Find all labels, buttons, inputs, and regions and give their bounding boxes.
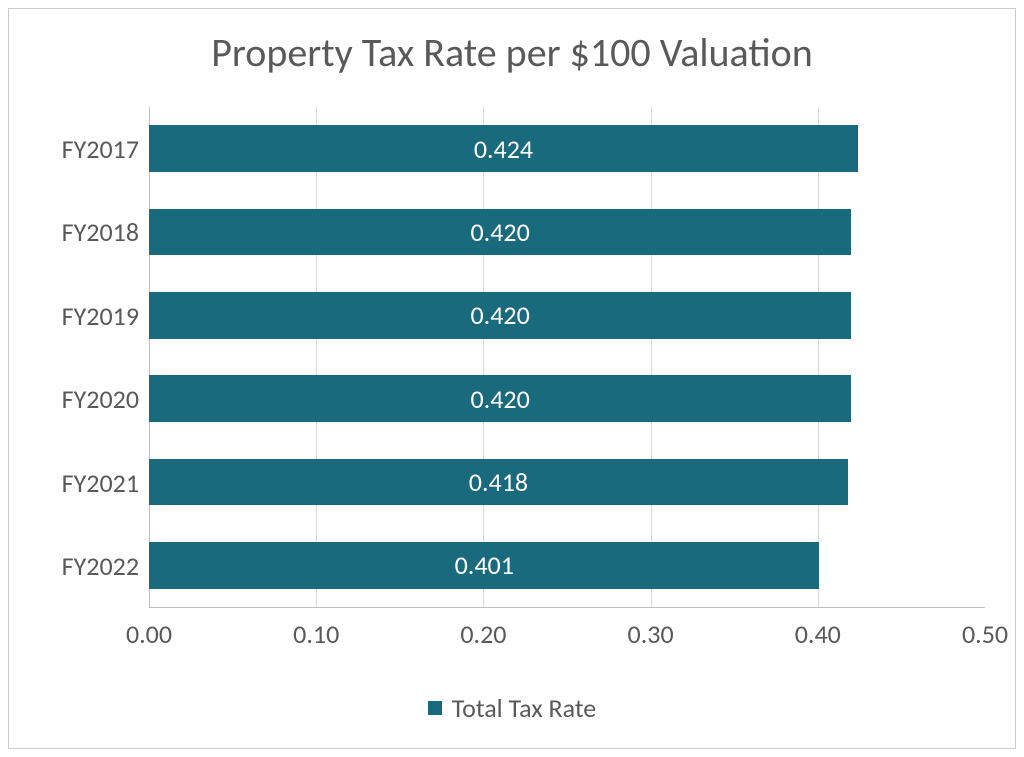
bar-value-label: 0.418 [469, 466, 528, 498]
y-axis-label: FY2022 [39, 525, 139, 608]
chart-title: Property Tax Rate per $100 Valuation [39, 29, 985, 77]
plot-area: FY2017 FY2018 FY2019 FY2020 FY2021 FY202… [39, 107, 985, 608]
x-axis-tick: 0.40 [818, 618, 985, 658]
bars: 0.424 0.420 0.420 [149, 107, 985, 607]
bar: 0.401 [149, 542, 819, 589]
x-axis-tick: 0.20 [483, 618, 650, 658]
plot-wrapper: FY2017 FY2018 FY2019 FY2020 FY2021 FY202… [39, 107, 985, 728]
x-axis-tick: 0.00 [149, 618, 316, 658]
y-axis-label: FY2020 [39, 358, 139, 441]
bar-row: 0.420 [149, 190, 985, 273]
bar: 0.420 [149, 209, 851, 256]
bar-row: 0.401 [149, 524, 985, 607]
bar: 0.418 [149, 459, 848, 506]
bar-row: 0.420 [149, 274, 985, 357]
y-axis-label: FY2018 [39, 191, 139, 274]
bar: 0.424 [149, 125, 858, 172]
x-axis-tick: 0.30 [651, 618, 818, 658]
y-axis-label: FY2017 [39, 107, 139, 190]
y-axis-label: FY2021 [39, 441, 139, 524]
legend-label: Total Tax Rate [452, 692, 596, 724]
y-axis-label: FY2019 [39, 274, 139, 357]
legend-marker [428, 701, 442, 715]
x-axis: 0.00 0.10 0.20 0.30 0.40 0.50 [149, 618, 985, 658]
y-axis: FY2017 FY2018 FY2019 FY2020 FY2021 FY202… [39, 107, 149, 608]
bar-row: 0.420 [149, 357, 985, 440]
x-axis-tick: 0.10 [316, 618, 483, 658]
bar-value-label: 0.420 [470, 383, 529, 415]
bar: 0.420 [149, 292, 851, 339]
chart-legend: Total Tax Rate [39, 688, 985, 728]
bar-value-label: 0.420 [470, 216, 529, 248]
bar-value-label: 0.424 [474, 133, 533, 165]
bar-row: 0.418 [149, 440, 985, 523]
bars-area: 0.424 0.420 0.420 [149, 107, 985, 608]
bar-value-label: 0.420 [470, 299, 529, 331]
bar-value-label: 0.401 [455, 549, 514, 581]
chart-container: Property Tax Rate per $100 Valuation FY2… [8, 8, 1016, 749]
bar-row: 0.424 [149, 107, 985, 190]
bar: 0.420 [149, 375, 851, 422]
